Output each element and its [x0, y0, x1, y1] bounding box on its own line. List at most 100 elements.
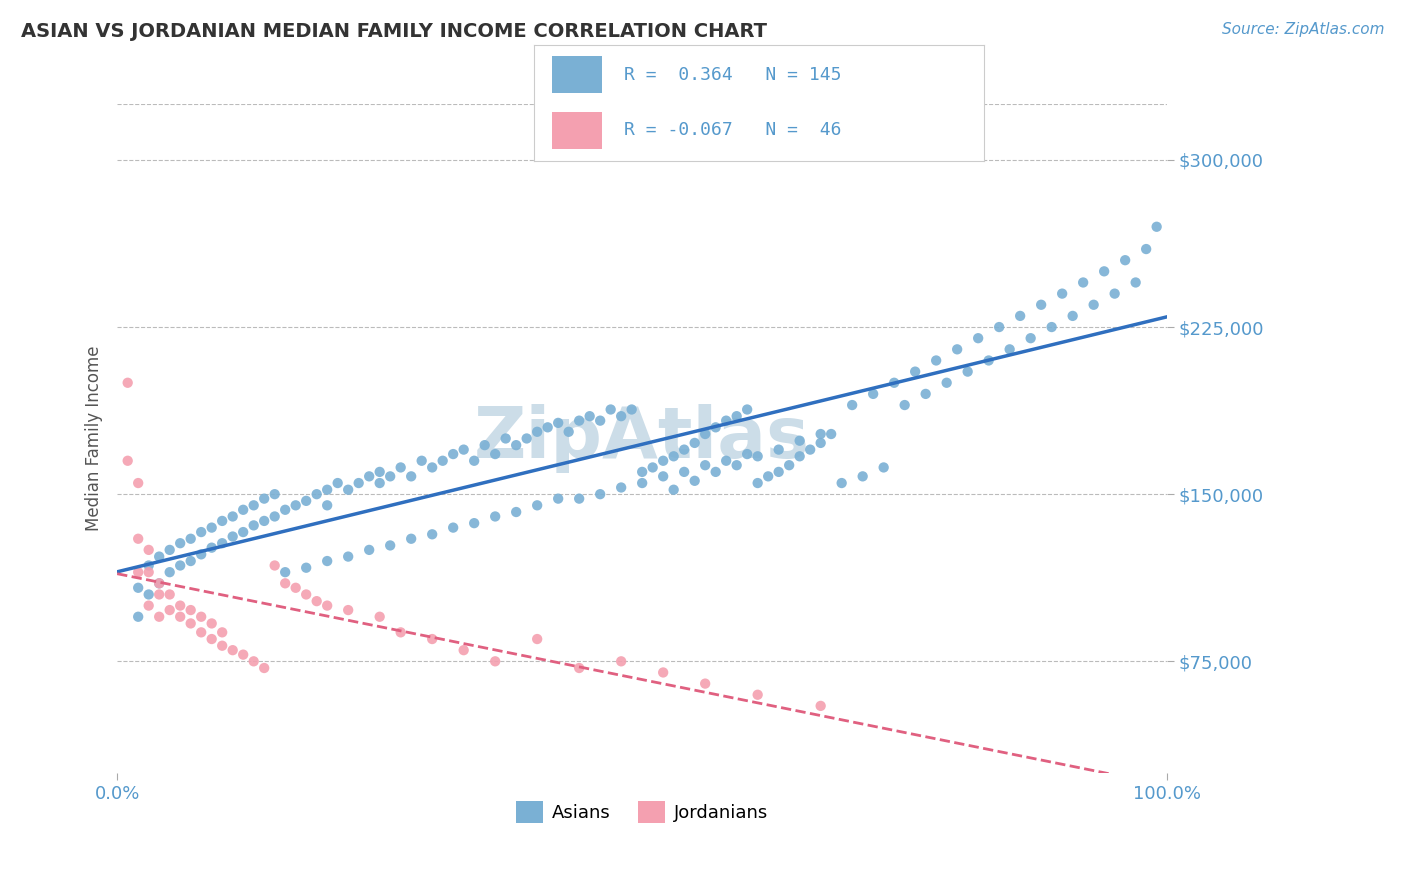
Point [263, 509, 285, 524]
Point [505, 438, 527, 452]
Point [484, 509, 506, 524]
Bar [553, 56, 602, 94]
Point [201, 520, 224, 534]
Point [725, 409, 748, 424]
Point [432, 454, 454, 468]
Point [904, 365, 927, 379]
Point [242, 654, 264, 668]
Point [683, 474, 706, 488]
Point [474, 438, 496, 452]
Point [662, 450, 685, 464]
Text: Source: ZipAtlas.com: Source: ZipAtlas.com [1222, 22, 1385, 37]
Point [253, 661, 276, 675]
Point [453, 643, 475, 657]
Point [526, 632, 548, 646]
Point [138, 558, 160, 573]
Point [242, 518, 264, 533]
Point [704, 420, 727, 434]
Point [420, 527, 443, 541]
Point [180, 616, 202, 631]
Point [337, 603, 360, 617]
Point [631, 476, 654, 491]
Point [420, 632, 443, 646]
Point [935, 376, 957, 390]
Point [148, 549, 170, 564]
Point [242, 499, 264, 513]
Point [453, 442, 475, 457]
Text: ZipAtlas: ZipAtlas [474, 404, 810, 473]
Point [420, 460, 443, 475]
Point [253, 514, 276, 528]
Point [359, 542, 381, 557]
Point [820, 427, 842, 442]
Point [747, 688, 769, 702]
Point [274, 576, 297, 591]
Point [169, 536, 191, 550]
Point [578, 409, 600, 424]
Point [295, 560, 318, 574]
Point [695, 458, 717, 473]
Point [211, 625, 233, 640]
Point [831, 476, 853, 491]
Y-axis label: Median Family Income: Median Family Income [86, 346, 103, 532]
Point [295, 494, 318, 508]
Point [368, 609, 391, 624]
Point [652, 469, 675, 483]
Point [159, 542, 181, 557]
Point [547, 416, 569, 430]
Point [347, 476, 370, 491]
Point [368, 465, 391, 479]
Point [883, 376, 905, 390]
Point [127, 532, 149, 546]
Point [380, 538, 402, 552]
Point [159, 587, 181, 601]
Point [169, 599, 191, 613]
Point [337, 549, 360, 564]
Point [725, 458, 748, 473]
Point [1092, 264, 1115, 278]
Point [568, 661, 591, 675]
Point [138, 587, 160, 601]
Point [789, 450, 811, 464]
Point [138, 542, 160, 557]
Point [862, 387, 884, 401]
Point [148, 576, 170, 591]
Point [946, 343, 969, 357]
Point [180, 554, 202, 568]
Legend: Asians, Jordanians: Asians, Jordanians [509, 794, 776, 830]
Point [695, 676, 717, 690]
Point [263, 558, 285, 573]
Point [190, 609, 212, 624]
Point [316, 499, 339, 513]
Point [190, 524, 212, 539]
Point [316, 599, 339, 613]
Point [704, 465, 727, 479]
Point [211, 514, 233, 528]
Point [1104, 286, 1126, 301]
Point [526, 499, 548, 513]
Point [610, 481, 633, 495]
Point [411, 454, 433, 468]
Point [201, 632, 224, 646]
Point [673, 465, 696, 479]
Point [610, 654, 633, 668]
Point [631, 465, 654, 479]
Point [1062, 309, 1084, 323]
Point [316, 483, 339, 497]
Point [547, 491, 569, 506]
Point [589, 414, 612, 428]
Point [138, 599, 160, 613]
Text: R =  0.364   N = 145: R = 0.364 N = 145 [624, 66, 842, 84]
Point [117, 376, 139, 390]
Point [148, 609, 170, 624]
Point [714, 414, 737, 428]
Point [201, 616, 224, 631]
Point [316, 554, 339, 568]
Point [305, 487, 328, 501]
Point [537, 420, 560, 434]
Text: ASIAN VS JORDANIAN MEDIAN FAMILY INCOME CORRELATION CHART: ASIAN VS JORDANIAN MEDIAN FAMILY INCOME … [21, 22, 768, 41]
Point [641, 460, 664, 475]
Point [662, 483, 685, 497]
Point [599, 402, 621, 417]
Point [326, 476, 349, 491]
